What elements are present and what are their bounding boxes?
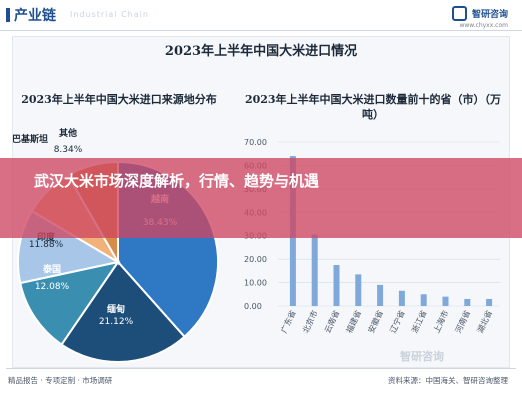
section-title: 产业链 <box>14 8 56 24</box>
brand[interactable]: 智研咨询 www.chyxx.com <box>451 3 508 29</box>
bar-title: 2023年上半年中国大米进口数量前十的省（市）（万吨） <box>244 93 502 121</box>
footer: 精品报告 · 专项定制 · 市场调研 资料来源：中国海关、智研咨询整理 <box>0 368 522 400</box>
footer-source: 资料来源：中国海关、智研咨询整理 <box>388 376 508 385</box>
title-overlay-band <box>0 158 522 238</box>
overlay-title[interactable]: 武汉大米市场深度解析，行情、趋势与机遇 <box>34 172 320 190</box>
pie-title: 2023年上半年中国大米进口来源地分布 <box>21 93 217 106</box>
main-title: 2023年上半年中国大米进口情况 <box>164 44 358 59</box>
footer-links[interactable]: 精品报告 · 专项定制 · 市场调研 <box>8 376 113 385</box>
section-ghost-text: Industrial Chain <box>70 10 149 19</box>
brand-name: 智研咨询 <box>471 10 508 20</box>
watermark: 智研咨询 <box>400 350 444 363</box>
brand-logo-icon <box>451 6 467 21</box>
title-accent <box>6 8 10 22</box>
footer-rule <box>6 368 516 369</box>
top-bar: 产业链 Industrial Chain 智研咨询 www.chyxx.com <box>0 0 522 31</box>
brand-url: www.chyxx.com <box>459 22 508 29</box>
